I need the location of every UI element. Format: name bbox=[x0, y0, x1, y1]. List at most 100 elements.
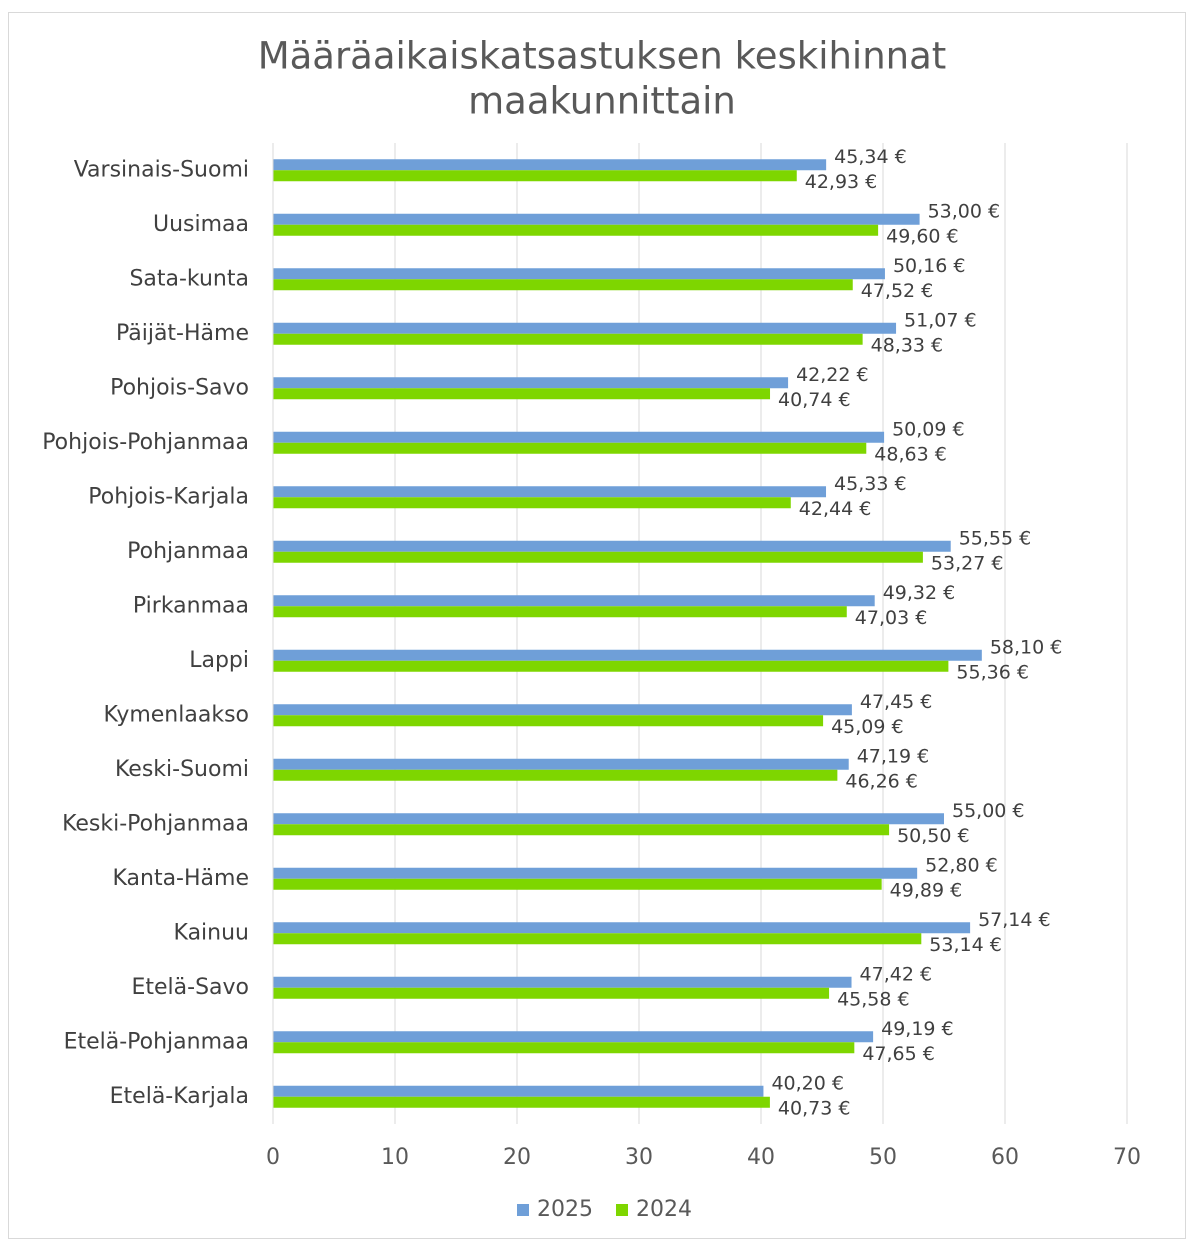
value-label: 51,07 € bbox=[904, 309, 977, 331]
value-label: 40,20 € bbox=[771, 1072, 844, 1094]
value-label: 52,80 € bbox=[925, 854, 998, 876]
legend-swatch bbox=[517, 1204, 529, 1216]
y-tick-label: Varsinais-Suomi bbox=[74, 157, 249, 182]
value-label: 40,73 € bbox=[778, 1097, 851, 1119]
value-label: 48,33 € bbox=[871, 334, 944, 356]
chart-title: maakunnittain bbox=[468, 80, 736, 123]
value-label: 45,09 € bbox=[831, 716, 904, 738]
value-label: 50,16 € bbox=[893, 255, 966, 277]
bar bbox=[273, 976, 852, 988]
bar bbox=[273, 279, 853, 291]
value-label: 53,27 € bbox=[931, 552, 1004, 574]
chart-title: Määräaikaiskatsastuksen keskihinnat bbox=[258, 35, 947, 78]
value-label: 47,52 € bbox=[861, 280, 934, 302]
bar bbox=[273, 213, 920, 225]
y-tick-label: Kymenlaakso bbox=[104, 702, 250, 727]
y-tick-label: Etelä-Savo bbox=[131, 975, 249, 1000]
bar bbox=[273, 1085, 764, 1097]
bar bbox=[273, 987, 830, 999]
bar bbox=[273, 649, 982, 661]
value-label: 49,89 € bbox=[890, 879, 963, 901]
value-label: 47,65 € bbox=[862, 1043, 935, 1065]
bar bbox=[273, 322, 897, 334]
y-tick-label: Pohjois-Pohjanmaa bbox=[42, 430, 249, 455]
value-label: 42,93 € bbox=[805, 171, 878, 193]
bar bbox=[273, 540, 951, 552]
value-label: 42,22 € bbox=[796, 364, 869, 386]
y-tick-label: Pohjanmaa bbox=[127, 539, 249, 564]
y-tick-label: Etelä-Pohjanmaa bbox=[64, 1029, 249, 1054]
bar bbox=[273, 551, 923, 563]
bar bbox=[273, 715, 824, 727]
chart-frame bbox=[8, 12, 1186, 1239]
bar bbox=[273, 867, 918, 879]
bar bbox=[273, 486, 827, 498]
x-tick-label: 20 bbox=[503, 1145, 531, 1170]
bar bbox=[273, 377, 789, 389]
value-label: 48,63 € bbox=[874, 443, 947, 465]
bar bbox=[273, 1096, 770, 1108]
bar bbox=[273, 224, 879, 236]
bar bbox=[273, 769, 838, 781]
bar bbox=[273, 933, 922, 945]
x-tick-label: 10 bbox=[381, 1145, 409, 1170]
legend-label: 2025 bbox=[537, 1197, 593, 1222]
x-tick-label: 30 bbox=[625, 1145, 653, 1170]
value-label: 55,36 € bbox=[956, 661, 1029, 683]
bar bbox=[273, 758, 849, 770]
value-label: 55,55 € bbox=[959, 527, 1032, 549]
bar bbox=[273, 268, 885, 280]
y-tick-label: Pirkanmaa bbox=[133, 593, 249, 618]
value-label: 47,19 € bbox=[857, 745, 930, 767]
bar bbox=[273, 1042, 855, 1054]
value-label: 50,09 € bbox=[892, 418, 965, 440]
value-label: 57,14 € bbox=[978, 909, 1051, 931]
bar bbox=[273, 333, 863, 345]
bar bbox=[273, 922, 971, 934]
x-tick-label: 40 bbox=[747, 1145, 775, 1170]
value-label: 42,44 € bbox=[799, 498, 872, 520]
y-tick-label: Lappi bbox=[189, 648, 249, 673]
x-tick-label: 0 bbox=[266, 1145, 280, 1170]
y-tick-label: Keski-Pohjanmaa bbox=[62, 811, 249, 836]
value-label: 53,14 € bbox=[929, 934, 1002, 956]
x-tick-label: 70 bbox=[1113, 1145, 1141, 1170]
bar bbox=[273, 159, 827, 171]
y-tick-label: Kanta-Häme bbox=[112, 866, 249, 891]
bar bbox=[273, 388, 771, 400]
legend-swatch bbox=[616, 1204, 628, 1216]
bar bbox=[273, 606, 847, 618]
value-label: 49,19 € bbox=[881, 1018, 954, 1040]
y-tick-label: Uusimaa bbox=[153, 212, 249, 237]
y-tick-label: Keski-Suomi bbox=[115, 757, 249, 782]
bar bbox=[273, 660, 949, 672]
x-tick-label: 50 bbox=[869, 1145, 897, 1170]
y-tick-label: Pohjois-Karjala bbox=[88, 484, 249, 509]
value-label: 49,60 € bbox=[886, 225, 959, 247]
bar bbox=[273, 813, 944, 825]
value-label: 55,00 € bbox=[952, 800, 1025, 822]
value-label: 47,03 € bbox=[855, 607, 928, 629]
bar bbox=[273, 878, 882, 890]
value-label: 45,58 € bbox=[837, 988, 910, 1010]
bar bbox=[273, 431, 885, 443]
x-tick-label: 60 bbox=[991, 1145, 1019, 1170]
y-tick-label: Sata-kunta bbox=[129, 266, 249, 291]
value-label: 47,42 € bbox=[860, 963, 933, 985]
bar bbox=[273, 442, 867, 454]
y-tick-label: Päijät-Häme bbox=[116, 321, 249, 346]
y-tick-label: Etelä-Karjala bbox=[110, 1084, 249, 1109]
value-label: 47,45 € bbox=[860, 691, 933, 713]
legend-label: 2024 bbox=[636, 1197, 692, 1222]
value-label: 40,74 € bbox=[778, 389, 851, 411]
value-label: 45,34 € bbox=[834, 146, 907, 168]
value-label: 58,10 € bbox=[990, 636, 1063, 658]
bar bbox=[273, 595, 875, 607]
bar bbox=[273, 1031, 874, 1043]
value-label: 46,26 € bbox=[845, 770, 918, 792]
bar bbox=[273, 497, 791, 509]
bar bbox=[273, 170, 797, 182]
y-tick-label: Pohjois-Savo bbox=[110, 375, 249, 400]
value-label: 50,50 € bbox=[897, 825, 970, 847]
